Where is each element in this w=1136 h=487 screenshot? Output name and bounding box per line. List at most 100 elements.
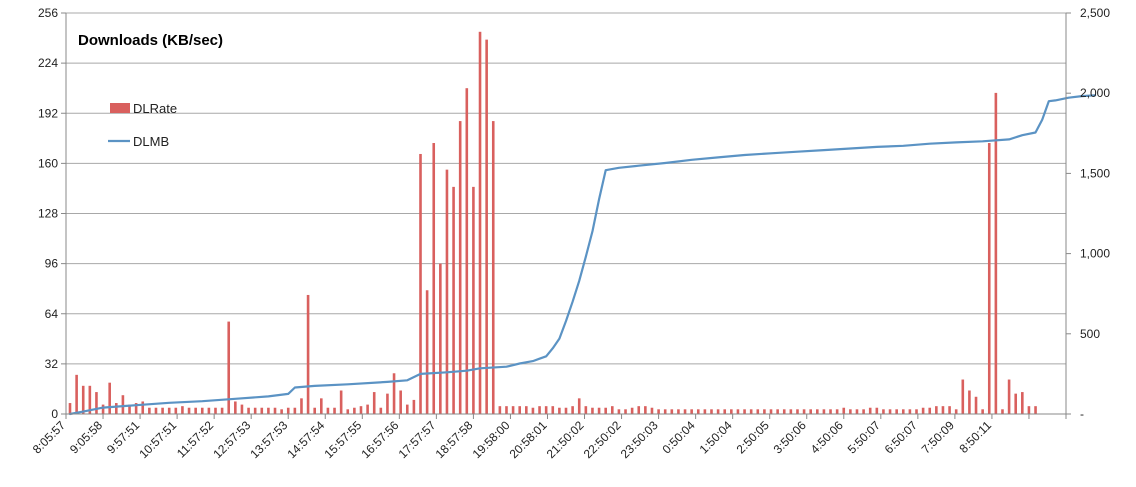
dlrate-bar bbox=[267, 407, 270, 414]
left-tick-label: 32 bbox=[45, 357, 59, 371]
legend-dlmb-label: DLMB bbox=[133, 134, 169, 149]
dlrate-bar bbox=[95, 392, 98, 414]
dlrate-bar bbox=[445, 169, 449, 414]
right-tick-label: 2,000 bbox=[1080, 86, 1110, 100]
dlrate-bar bbox=[637, 406, 641, 414]
dlrate-bar bbox=[439, 263, 442, 414]
dlrate-bar bbox=[306, 294, 310, 414]
dlrate-bar bbox=[597, 407, 601, 414]
dlrate-bar bbox=[842, 407, 846, 414]
dlrate-bar bbox=[749, 409, 753, 414]
dlrate-bar bbox=[604, 407, 607, 414]
dlrate-bar bbox=[564, 407, 568, 414]
dlrate-bar bbox=[954, 409, 958, 414]
dlrate-bar bbox=[763, 409, 766, 414]
dlrate-bar bbox=[544, 406, 548, 414]
dlrate-bar bbox=[478, 31, 482, 414]
dlrate-bar bbox=[472, 186, 475, 414]
dlrate-bar bbox=[948, 406, 951, 414]
dlrate-bar bbox=[882, 409, 885, 414]
dlrate-bar bbox=[200, 407, 204, 414]
dlrate-bar bbox=[405, 404, 409, 414]
dlrate-bar bbox=[234, 401, 237, 414]
dlrate-bar bbox=[167, 407, 171, 414]
dlrate-bar bbox=[1034, 406, 1037, 414]
dlrate-bar bbox=[703, 409, 707, 414]
dlrate-bar bbox=[862, 409, 865, 414]
dlrate-bar bbox=[584, 406, 588, 414]
dlrate-bar bbox=[174, 407, 178, 414]
dlrate-bar bbox=[531, 407, 535, 414]
dlrate-bar bbox=[366, 404, 369, 414]
dlrate-bars bbox=[68, 31, 1037, 414]
dlrate-bar bbox=[901, 409, 905, 414]
right-tick-label: 1,000 bbox=[1080, 247, 1110, 261]
dlrate-bar bbox=[776, 409, 779, 414]
dlrate-bar bbox=[108, 382, 111, 414]
dlrate-bar bbox=[346, 409, 350, 414]
dlrate-bar bbox=[968, 390, 971, 414]
dlrate-bar bbox=[399, 390, 402, 414]
dlrate-bar bbox=[961, 379, 965, 414]
dlrate-bar bbox=[677, 409, 680, 414]
dlrate-bar bbox=[855, 409, 859, 414]
dlrate-bar bbox=[333, 407, 336, 414]
dlrate-bar bbox=[696, 409, 700, 414]
dlrate-bar bbox=[743, 409, 746, 414]
dlrate-bar bbox=[121, 395, 125, 414]
dlrate-bar bbox=[75, 374, 78, 414]
dlrate-bar bbox=[432, 143, 436, 414]
gridlines bbox=[66, 12, 1066, 365]
dlrate-bar bbox=[412, 399, 416, 414]
dlrate-bar bbox=[644, 406, 647, 414]
dlrate-bar bbox=[809, 409, 812, 414]
dlrate-bar bbox=[816, 409, 819, 414]
dlrate-bar bbox=[68, 403, 72, 414]
dlrate-bar bbox=[491, 121, 495, 414]
dlrate-bar bbox=[187, 407, 191, 414]
dlrate-bar bbox=[1014, 393, 1018, 414]
dlrate-bar bbox=[630, 407, 634, 414]
dlrate-bar bbox=[710, 409, 713, 414]
dlrate-bar bbox=[875, 407, 879, 414]
dlrate-bar bbox=[829, 409, 832, 414]
dlrate-bar bbox=[320, 398, 323, 414]
dlrate-bar bbox=[670, 409, 674, 414]
dlrate-bar bbox=[101, 404, 105, 414]
dlrate-bar bbox=[253, 407, 257, 414]
left-tick-label: 0 bbox=[51, 407, 58, 421]
left-tick-label: 256 bbox=[38, 6, 58, 20]
dlrate-bar bbox=[683, 409, 687, 414]
right-tick-label: 500 bbox=[1080, 327, 1100, 341]
dlrate-bar bbox=[577, 398, 581, 414]
dlrate-bar bbox=[181, 406, 184, 414]
dlrate-bar bbox=[849, 409, 852, 414]
dlrate-bar bbox=[392, 373, 396, 414]
legend-dlrate-swatch bbox=[110, 103, 130, 113]
dlrate-bar bbox=[723, 409, 727, 414]
dlrate-bar bbox=[300, 398, 303, 414]
dlrate-bar bbox=[915, 409, 918, 414]
left-tick-label: 128 bbox=[38, 207, 58, 221]
dlrate-bar bbox=[247, 407, 250, 414]
left-tick-label: 64 bbox=[45, 307, 59, 321]
dlrate-bar bbox=[835, 409, 839, 414]
dlrate-bar bbox=[551, 406, 555, 414]
right-tick-label: 2,500 bbox=[1080, 6, 1110, 20]
dlrate-bar bbox=[128, 404, 131, 414]
dlrate-bar bbox=[458, 121, 462, 414]
dlrate-bar bbox=[207, 407, 211, 414]
right-axis-ticks: - 500 1,000 1,500 2,000 2,500 bbox=[1066, 6, 1110, 421]
dlrate-bar bbox=[624, 409, 627, 414]
dlrate-bar bbox=[525, 406, 528, 414]
dlrate-bar bbox=[610, 406, 614, 414]
dlrate-bar bbox=[663, 409, 667, 414]
dlrate-bar bbox=[730, 409, 733, 414]
dlrate-bar bbox=[822, 409, 826, 414]
left-tick-label: 160 bbox=[38, 156, 58, 170]
dlrate-bar bbox=[1021, 392, 1024, 414]
dlrate-bar bbox=[987, 143, 991, 414]
dlrate-bar bbox=[935, 406, 938, 414]
dlrate-bar bbox=[1007, 379, 1011, 414]
dlrate-bar bbox=[921, 407, 925, 414]
